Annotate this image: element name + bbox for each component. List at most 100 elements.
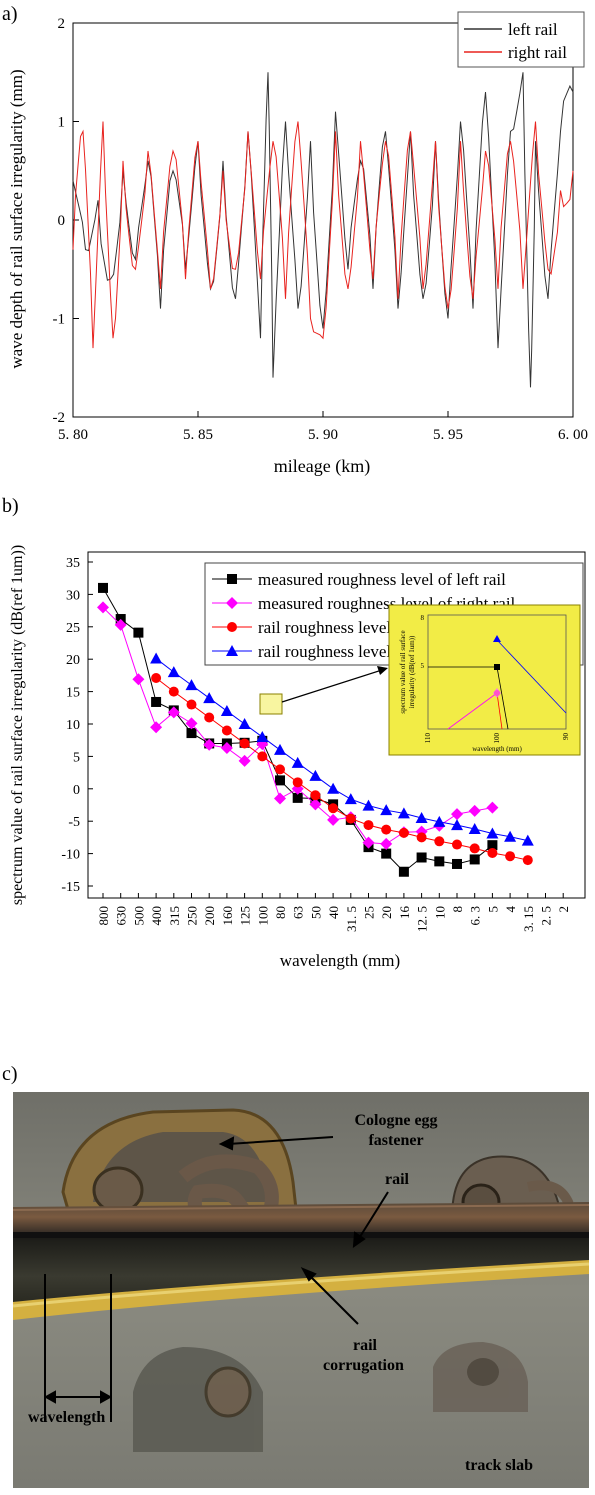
inset-ytick: 8	[421, 614, 425, 622]
series-point-b-3	[486, 827, 499, 839]
inset-ylabel: spectrum value of rail surface	[399, 630, 407, 713]
series-point-b-0	[292, 792, 303, 803]
inset-point-right	[493, 688, 501, 698]
series-point-b-2	[522, 855, 533, 866]
series-point-b-1	[380, 837, 393, 850]
inset-xlabel: wavelength (mm)	[472, 745, 522, 753]
series-point-b-3	[309, 769, 322, 781]
series-point-b-3	[415, 811, 428, 823]
chart-b-xtick: 25	[362, 906, 377, 919]
chart-b-xtick: 630	[114, 906, 129, 926]
series-point-b-2	[168, 686, 179, 697]
rail-photo: Cologne egg fastener rail rail corrugati…	[13, 1092, 589, 1488]
series-point-b-1	[327, 813, 340, 826]
chart-a-xtick: 5. 95	[433, 427, 463, 443]
label-corrugation-2: corrugation	[323, 1357, 404, 1374]
series-point-b-2	[452, 839, 462, 850]
chart-a-ytick: -1	[53, 312, 66, 328]
label-fastener-2: fastener	[368, 1132, 423, 1149]
series-point-b-0	[452, 858, 462, 869]
inset-xtick: 90	[562, 733, 570, 741]
chart-b-xtick: 12. 5	[415, 906, 430, 932]
chart-b-ytick: 10	[66, 718, 80, 733]
series-point-b-2	[239, 738, 250, 749]
chart-b-xtick: 2	[556, 906, 571, 913]
chart-a-xlabel: mileage (km)	[274, 456, 370, 477]
series-point-b-0	[434, 856, 445, 867]
chart-b-xtick: 200	[202, 906, 217, 926]
chart-b-xtick: 315	[167, 906, 182, 926]
series-point-b-2	[398, 827, 409, 838]
chart-b-frame	[87, 551, 586, 899]
series-point-b-1	[451, 808, 463, 821]
inset-ytick: 5	[421, 662, 425, 670]
reflection	[133, 1342, 528, 1452]
series-point-b-3	[362, 799, 375, 811]
chart-b-ytick: 20	[66, 653, 80, 668]
inset-ylabel: irregularity (dB(ref 1um))	[408, 635, 416, 708]
chart-a-ytick: 0	[58, 213, 66, 229]
chart-b-xtick: 10	[432, 906, 447, 919]
series-point-b-1	[203, 738, 216, 751]
chart-b-ytick: -5	[68, 815, 80, 830]
series-point-b-2	[416, 832, 427, 843]
inset-xtick: 110	[424, 733, 432, 744]
chart-b-ytick: 30	[66, 588, 80, 603]
panel-b-label: b)	[2, 495, 19, 517]
chart-b-ytick: 15	[66, 686, 80, 701]
series-point-b-2	[487, 847, 498, 858]
chart-b-ytick: 35	[66, 556, 80, 571]
series-point-b-0	[186, 728, 197, 739]
zoom-box	[259, 693, 283, 715]
series-line-b-2	[155, 677, 528, 861]
series-line-right-rail	[72, 121, 574, 349]
series-point-b-3	[327, 782, 340, 794]
chart-b-xtick: 2. 5	[539, 906, 554, 926]
series-point-b-3	[150, 652, 163, 664]
series-point-b-0	[381, 848, 392, 859]
chart-a-frame	[72, 22, 574, 418]
chart-b-xtick: 16	[397, 906, 412, 920]
series-point-b-3	[238, 718, 251, 729]
series-point-b-1	[238, 754, 251, 767]
series-point-b-1	[97, 601, 109, 614]
fastener-left	[61, 1108, 300, 1234]
zoom-arrow	[281, 669, 383, 703]
series-point-b-2	[310, 790, 321, 801]
chart-a-xtick: 5. 90	[308, 427, 338, 443]
series-point-b-1	[114, 618, 127, 631]
chart-b-ytick: 5	[73, 750, 80, 765]
chart-a-ytick: 2	[58, 16, 66, 32]
series-point-b-1	[150, 721, 163, 734]
chart-b-xtick: 800	[96, 906, 111, 926]
chart-b-ytick: 25	[66, 621, 80, 636]
chart-b-ytick: -10	[61, 848, 80, 863]
series-point-b-1	[486, 801, 499, 814]
series-point-b-1	[132, 673, 145, 686]
series-point-b-3	[256, 730, 269, 742]
chart-b-xtick: 31. 5	[344, 906, 359, 932]
series-point-b-0	[98, 582, 108, 593]
chart-a: 5. 80 5. 85 5. 90 5. 95 6. 00 2 1 0 -1 -2 mileage…	[7, 11, 588, 477]
legend-right-rail: right rail	[508, 43, 567, 62]
series-point-b-1	[274, 792, 286, 805]
series-point-b-2	[221, 725, 232, 736]
series-point-b-3	[220, 705, 233, 717]
chart-b-xtick: 100	[255, 906, 270, 926]
series-point-b-3	[504, 830, 517, 842]
label-wavelength: wavelength	[28, 1409, 105, 1426]
series-point-b-2	[381, 824, 392, 835]
series-line-b-3	[155, 658, 528, 842]
chart-b-xtick: 160	[220, 906, 235, 926]
chart-b-ytick: 0	[73, 783, 80, 798]
series-point-b-1	[185, 717, 198, 730]
chart-b-xtick: 50	[308, 906, 323, 919]
chart-a-ylabel: wave depth of rail surface irregularity …	[7, 69, 26, 368]
series-point-b-1	[468, 804, 481, 817]
label-track-slab: track slab	[465, 1457, 533, 1474]
series-point-b-1	[362, 836, 375, 849]
series-point-b-3	[380, 804, 393, 816]
chart-b-xtick: 40	[326, 906, 341, 919]
series-point-b-3	[433, 815, 446, 827]
